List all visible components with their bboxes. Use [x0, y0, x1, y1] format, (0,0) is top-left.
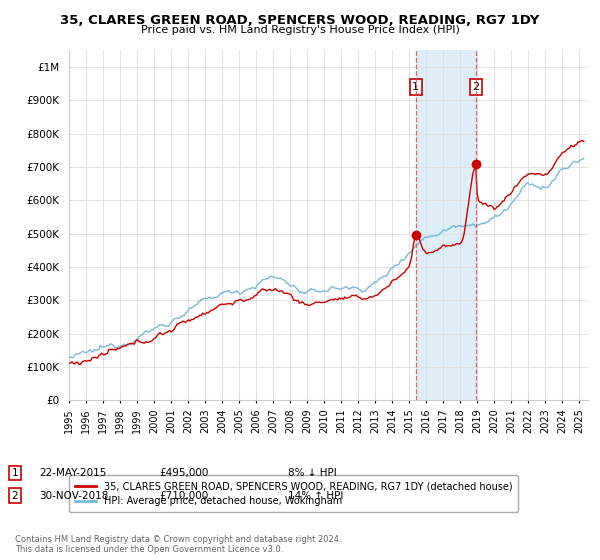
Text: Contains HM Land Registry data © Crown copyright and database right 2024.
This d: Contains HM Land Registry data © Crown c…	[15, 535, 341, 554]
Text: 1: 1	[11, 468, 19, 478]
Text: 8% ↓ HPI: 8% ↓ HPI	[288, 468, 337, 478]
Legend: 35, CLARES GREEN ROAD, SPENCERS WOOD, READING, RG7 1DY (detached house), HPI: Av: 35, CLARES GREEN ROAD, SPENCERS WOOD, RE…	[68, 475, 518, 512]
Text: 1: 1	[412, 82, 419, 92]
Text: 30-NOV-2018: 30-NOV-2018	[39, 491, 109, 501]
Text: £495,000: £495,000	[159, 468, 208, 478]
Text: 2: 2	[472, 82, 479, 92]
Text: 2: 2	[11, 491, 19, 501]
Text: 35, CLARES GREEN ROAD, SPENCERS WOOD, READING, RG7 1DY: 35, CLARES GREEN ROAD, SPENCERS WOOD, RE…	[61, 14, 539, 27]
Text: £710,000: £710,000	[159, 491, 208, 501]
Text: 14% ↑ HPI: 14% ↑ HPI	[288, 491, 343, 501]
Text: 22-MAY-2015: 22-MAY-2015	[39, 468, 106, 478]
Text: Price paid vs. HM Land Registry's House Price Index (HPI): Price paid vs. HM Land Registry's House …	[140, 25, 460, 35]
Bar	[416, 50, 476, 400]
